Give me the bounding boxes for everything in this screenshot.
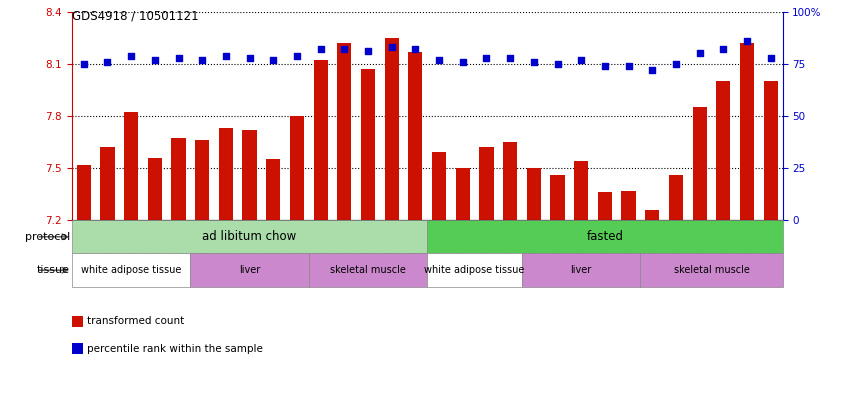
Point (314, 46, 327, 52)
Bar (669, 175, 683, 220)
Point (622, 63, 635, 69)
Point (527, 59, 541, 65)
Bar (693, 107, 706, 220)
Bar (148, 158, 162, 220)
Point (290, 52, 304, 59)
Bar (190, 253, 309, 287)
Point (148, 57, 162, 63)
Bar (195, 140, 209, 220)
Bar (101, 147, 114, 220)
Point (598, 63, 612, 69)
Bar (574, 161, 588, 220)
Bar (622, 191, 635, 220)
Bar (456, 168, 470, 220)
Text: ad libitum chow: ad libitum chow (202, 230, 297, 243)
Bar (640, 253, 783, 287)
Point (385, 44, 398, 50)
Bar (551, 175, 564, 220)
Point (432, 57, 446, 63)
Point (124, 52, 138, 59)
Bar (522, 253, 640, 287)
Point (77, 61, 91, 67)
Point (669, 61, 683, 67)
Point (243, 55, 256, 61)
Point (172, 55, 185, 61)
Text: liver: liver (570, 265, 592, 275)
Point (693, 50, 706, 57)
Point (480, 55, 493, 61)
Bar (427, 253, 522, 287)
Bar (309, 253, 427, 287)
Bar (219, 128, 233, 220)
Bar (432, 152, 446, 220)
Point (338, 46, 351, 52)
Text: tissue: tissue (37, 265, 70, 275)
Bar (172, 138, 185, 220)
Point (456, 59, 470, 65)
Text: protocol: protocol (25, 232, 70, 242)
Text: white adipose tissue: white adipose tissue (425, 265, 525, 275)
Bar (645, 210, 659, 220)
Text: GDS4918 / 10501121: GDS4918 / 10501121 (72, 10, 199, 23)
Point (645, 67, 659, 73)
Text: transformed count: transformed count (87, 316, 184, 327)
Bar (764, 81, 777, 220)
Point (101, 59, 114, 65)
Point (219, 52, 233, 59)
Bar (338, 43, 351, 220)
Bar (409, 52, 422, 220)
Point (361, 48, 375, 55)
Bar (385, 38, 398, 220)
Bar (290, 116, 304, 220)
Bar (740, 43, 754, 220)
Point (266, 57, 280, 63)
Text: white adipose tissue: white adipose tissue (81, 265, 181, 275)
Point (717, 46, 730, 52)
Bar (314, 61, 327, 220)
Bar (243, 130, 256, 220)
Bar (503, 142, 517, 220)
Bar (361, 69, 375, 220)
Text: fasted: fasted (586, 230, 624, 243)
Point (409, 46, 422, 52)
Point (574, 57, 588, 63)
Bar (427, 220, 783, 253)
Text: liver: liver (239, 265, 261, 275)
Text: percentile rank within the sample: percentile rank within the sample (87, 344, 263, 354)
Point (503, 55, 517, 61)
Point (740, 38, 754, 44)
Text: skeletal muscle: skeletal muscle (330, 265, 406, 275)
Bar (124, 112, 138, 220)
Point (195, 57, 209, 63)
Bar (266, 159, 280, 220)
Point (764, 55, 777, 61)
Text: skeletal muscle: skeletal muscle (673, 265, 750, 275)
Bar (480, 147, 493, 220)
Bar (72, 253, 190, 287)
Bar (72, 220, 427, 253)
Point (551, 61, 564, 67)
Bar (77, 165, 91, 220)
Bar (527, 168, 541, 220)
Bar (598, 192, 612, 220)
Bar (717, 81, 730, 220)
